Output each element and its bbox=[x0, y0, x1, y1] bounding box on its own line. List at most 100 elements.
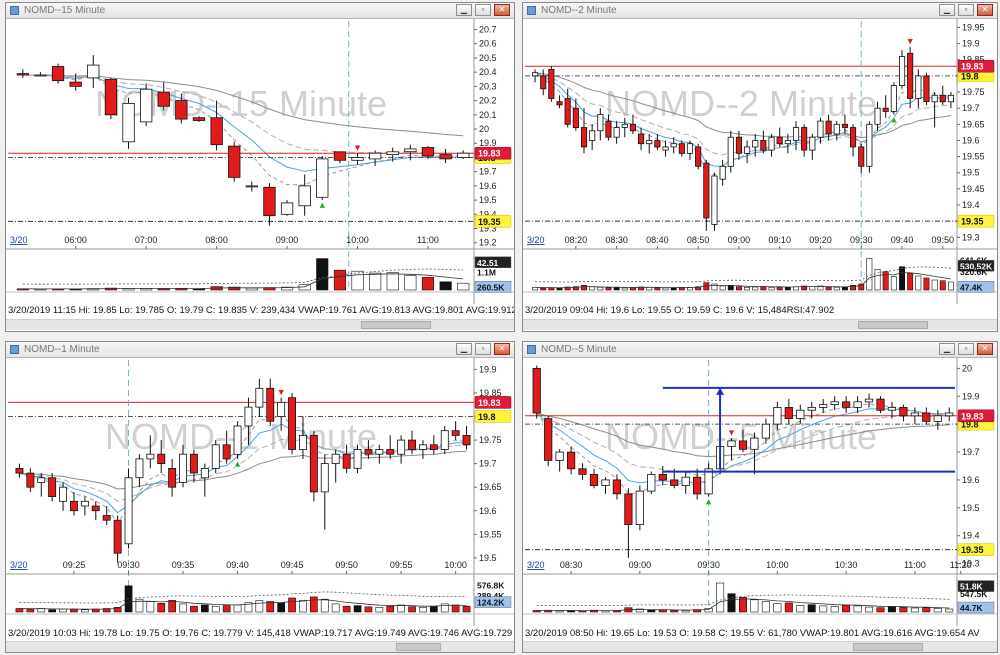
window-titlebar[interactable]: NOMD--1 Minute ▁ ▫ ✕ bbox=[6, 342, 514, 358]
minimize-button[interactable]: ▁ bbox=[939, 343, 955, 355]
chart-canvas[interactable]: NOMD--1 Minute19.919.8519.819.7519.719.6… bbox=[6, 358, 514, 626]
candle-body bbox=[408, 439, 416, 450]
volume-bar bbox=[419, 607, 427, 613]
candle-body bbox=[876, 398, 885, 411]
maximize-button[interactable]: ▫ bbox=[958, 343, 974, 355]
maximize-button[interactable]: ▫ bbox=[475, 4, 491, 16]
volume-bar bbox=[190, 605, 198, 613]
volume-tag-bg bbox=[474, 256, 512, 269]
candle-body bbox=[440, 430, 449, 450]
candle-body bbox=[654, 140, 661, 148]
candle-body bbox=[635, 490, 644, 526]
support-price-tag: 19.35 bbox=[961, 217, 984, 227]
candle-body bbox=[122, 103, 135, 143]
maximize-button[interactable]: ▫ bbox=[475, 343, 491, 355]
minimize-button[interactable]: ▁ bbox=[939, 4, 955, 16]
scrollbar-thumb[interactable] bbox=[396, 643, 441, 651]
candle-body bbox=[945, 412, 954, 417]
chart-window-2min[interactable]: NOMD--2 Minute ▁ ▫ ✕ NOMD--2 Minute 19.95… bbox=[522, 2, 998, 332]
candle-body bbox=[375, 449, 384, 455]
candle-body bbox=[564, 98, 571, 125]
close-button[interactable]: ✕ bbox=[977, 343, 993, 355]
window-title: NOMD--2 Minute bbox=[541, 5, 617, 16]
candle-body bbox=[192, 117, 206, 121]
candle-body bbox=[807, 407, 816, 411]
volume-axis-label: 260.5K bbox=[477, 282, 505, 292]
time-axis-label: 08:20 bbox=[565, 235, 588, 245]
minimize-button[interactable]: ▁ bbox=[456, 4, 472, 16]
volume-bar bbox=[681, 610, 690, 613]
volume-bar bbox=[266, 601, 275, 613]
window-titlebar[interactable]: NOMD--2 Minute ▁ ▫ ✕ bbox=[523, 3, 997, 19]
candle-body bbox=[386, 151, 399, 156]
price-axis-label: 20.7 bbox=[479, 25, 497, 35]
candle-body bbox=[866, 123, 873, 167]
horizontal-scrollbar[interactable] bbox=[6, 641, 514, 652]
chart-window-1min[interactable]: NOMD--1 Minute ▁ ▫ ✕ NOMD--1 Minute 19.9 1… bbox=[5, 341, 515, 653]
candle-body bbox=[752, 140, 759, 148]
volume-tag-bg bbox=[957, 281, 995, 293]
minimize-button[interactable]: ▁ bbox=[456, 343, 472, 355]
time-axis-label: 11:00 bbox=[904, 560, 926, 570]
close-button[interactable]: ✕ bbox=[494, 4, 510, 16]
last-price-tag-bg bbox=[474, 396, 512, 409]
volume-bar bbox=[228, 286, 241, 291]
candle-body bbox=[819, 404, 828, 408]
volume-long-average-line bbox=[535, 266, 951, 283]
chart-window-15min[interactable]: NOMD--15 Minute ▁ ▫ ✕ NOMD--15 Minute 20.… bbox=[5, 2, 515, 332]
candle-body bbox=[613, 127, 620, 138]
horizontal-scrollbar[interactable] bbox=[523, 641, 997, 652]
candle-body bbox=[638, 133, 645, 145]
horizontal-scrollbar[interactable] bbox=[523, 319, 997, 330]
chart-canvas[interactable]: NOMD--2 Minute 19.95 19.9 19.85 19.8 19.75 19.… bbox=[523, 19, 997, 304]
candle-body bbox=[139, 88, 153, 123]
candle-body bbox=[91, 505, 100, 512]
price-axis-label: 20.6 bbox=[479, 39, 497, 49]
candle-body bbox=[727, 136, 734, 167]
scrollbar-thumb[interactable] bbox=[853, 643, 923, 651]
candle-body bbox=[429, 444, 438, 450]
time-axis-label: 06:00 bbox=[64, 235, 87, 245]
moving-average-slow bbox=[19, 450, 467, 490]
candle-body bbox=[51, 66, 65, 82]
volume-bar bbox=[807, 604, 816, 613]
buy-signal-marker bbox=[890, 116, 898, 123]
volume-axis-label: 547.5K bbox=[960, 589, 988, 599]
close-button[interactable]: ✕ bbox=[977, 4, 993, 16]
price-axis-label: 19.95 bbox=[962, 22, 985, 32]
candle-body bbox=[298, 185, 311, 207]
volume-bar bbox=[572, 286, 579, 291]
volume-axis-label: 530.52K bbox=[960, 261, 993, 271]
support-price-tag-bg bbox=[957, 543, 995, 556]
scrollbar-thumb[interactable] bbox=[858, 321, 928, 329]
window-titlebar[interactable]: NOMD--15 Minute ▁ ▫ ✕ bbox=[6, 3, 514, 19]
volume-bar bbox=[277, 602, 286, 613]
chart-window-5min[interactable]: NOMD--5 Minute ▁ ▫ ✕ NOMD--5 Minute 20 19.… bbox=[522, 341, 998, 653]
price-axis-label: 19.4 bbox=[962, 531, 980, 541]
moving-average-mid bbox=[536, 412, 950, 476]
last-price-tag: 19.83 bbox=[961, 62, 984, 72]
maximize-button[interactable]: ▫ bbox=[958, 4, 974, 16]
volume-bar bbox=[768, 286, 775, 291]
volume-long-average-line bbox=[22, 268, 464, 285]
chart-canvas[interactable]: NOMD--15 Minute20.720.620.520.420.320.22… bbox=[6, 19, 514, 304]
close-button[interactable]: ✕ bbox=[494, 343, 510, 355]
volume-bar bbox=[589, 286, 596, 291]
candle-body bbox=[70, 500, 78, 512]
candle-body bbox=[368, 152, 382, 160]
window-titlebar[interactable]: NOMD--5 Minute ▁ ▫ ✕ bbox=[523, 342, 997, 358]
volume-bar bbox=[801, 285, 808, 291]
horizontal-scrollbar[interactable] bbox=[6, 319, 514, 330]
candle-body bbox=[890, 85, 897, 112]
resistance-price-tag: 19.8 bbox=[961, 71, 979, 81]
volume-axis-label: 320.6K bbox=[960, 267, 988, 277]
candle-body bbox=[624, 493, 633, 525]
scrollbar-thumb[interactable] bbox=[361, 321, 431, 329]
moving-average-fast bbox=[22, 74, 464, 186]
candle-body bbox=[364, 449, 373, 455]
volume-bar bbox=[353, 605, 362, 613]
chart-canvas[interactable]: NOMD--5 Minute 20 19.9 19.8 19.7 19.6 19.5 19.4… bbox=[523, 358, 997, 626]
candle-body bbox=[841, 401, 851, 408]
candle-body bbox=[316, 158, 329, 198]
volume-bar bbox=[408, 606, 416, 613]
